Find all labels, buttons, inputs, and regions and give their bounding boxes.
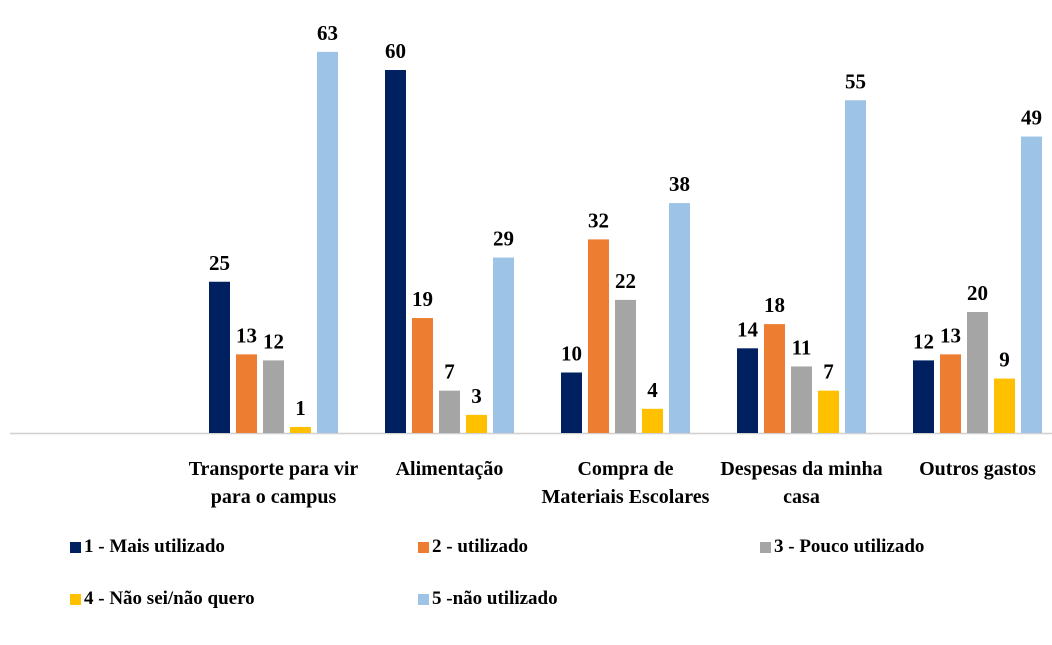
- data-label: 32: [588, 208, 609, 232]
- data-label: 38: [669, 172, 690, 196]
- bar: [940, 354, 961, 433]
- legend-label: 2 - utilizado: [432, 536, 529, 557]
- legend-label: 5 -não utilizado: [432, 588, 558, 609]
- data-label: 49: [1021, 106, 1042, 130]
- bar: [737, 348, 758, 433]
- data-label: 13: [940, 323, 961, 347]
- x-tick-label: Despesas da minha casa: [720, 458, 883, 508]
- bar: [263, 360, 284, 433]
- data-label: 25: [209, 251, 230, 275]
- legend-swatch: [760, 541, 771, 553]
- bar: [317, 51, 338, 433]
- legend-swatch: [70, 541, 81, 553]
- legend-item: 3 - Pouco utilizado: [760, 536, 924, 558]
- data-label: 7: [444, 360, 455, 384]
- bar: [791, 366, 812, 433]
- legend-item: 2 - utilizado: [418, 536, 528, 558]
- data-label: 3: [471, 384, 482, 408]
- data-label: 60: [385, 39, 406, 63]
- x-tick-label: Transporte para vir para o campus: [188, 458, 359, 508]
- data-label: 22: [615, 269, 636, 293]
- legend-label: 4 - Não sei/não quero: [84, 588, 255, 609]
- bar: [967, 312, 988, 433]
- data-label: 1: [295, 396, 306, 420]
- x-tick-label: Outros gastos: [919, 458, 1036, 480]
- bar: [290, 426, 311, 433]
- bar: [845, 100, 866, 433]
- data-label: 13: [236, 323, 257, 347]
- x-tick-label: Compra de Materiais Escolares: [541, 458, 710, 508]
- bar: [385, 70, 406, 433]
- data-label: 55: [845, 69, 866, 93]
- legend-swatch: [70, 593, 81, 605]
- bar: [236, 354, 257, 433]
- data-label: 10: [561, 342, 582, 366]
- data-label: 4: [647, 378, 658, 402]
- data-label: 19: [412, 287, 433, 311]
- bar: [466, 414, 487, 433]
- data-label: 9: [999, 348, 1010, 372]
- bar: [764, 324, 785, 433]
- bar: [669, 203, 690, 433]
- bar: [1021, 136, 1042, 434]
- data-label: 29: [493, 227, 514, 251]
- bar: [994, 378, 1015, 433]
- data-label: 7: [823, 360, 834, 384]
- legend-swatch: [418, 593, 429, 605]
- legend-swatch: [418, 541, 429, 553]
- legend-label: 3 - Pouco utilizado: [774, 536, 925, 557]
- legend-item: 4 - Não sei/não quero: [70, 588, 255, 610]
- x-tick-label: Alimentação: [395, 458, 504, 480]
- legend-label: 1 - Mais utilizado: [84, 536, 225, 557]
- data-label: 12: [263, 329, 284, 353]
- bar: [615, 299, 636, 433]
- bar: [913, 360, 934, 433]
- data-label: 14: [737, 317, 759, 341]
- bar: [642, 408, 663, 433]
- bar: [588, 239, 609, 433]
- legend-item: 5 -não utilizado: [418, 588, 558, 610]
- data-label: 20: [967, 281, 988, 305]
- data-label: 11: [792, 335, 812, 359]
- bar: [493, 257, 514, 433]
- data-label: 18: [764, 293, 785, 317]
- bar: [561, 372, 582, 433]
- bar: [209, 281, 230, 433]
- bar: [439, 390, 460, 433]
- data-label: 12: [913, 329, 934, 353]
- data-label: 63: [317, 21, 338, 45]
- legend-item: 1 - Mais utilizado: [70, 536, 225, 558]
- bar: [412, 318, 433, 433]
- bar: [818, 390, 839, 433]
